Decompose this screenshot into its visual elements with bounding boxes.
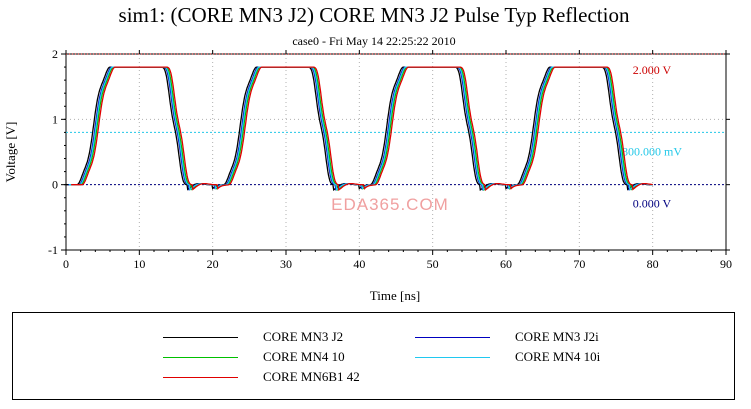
legend-label: CORE MN4 10 (263, 349, 345, 364)
legend-label: CORE MN3 J2i (515, 329, 599, 344)
grid-layer (66, 54, 726, 250)
x-tick-label: 90 (720, 257, 732, 271)
watermark: EDA365.COM (331, 195, 449, 214)
legend-line (163, 337, 238, 338)
reference-label: 0.000 V (633, 197, 672, 211)
chart-title: sim1: (CORE MN3 J2) CORE MN3 J2 Pulse Ty… (119, 3, 630, 27)
x-tick-label: 10 (133, 257, 145, 271)
x-axis-label: Time [ns] (370, 288, 420, 303)
x-tick-label: 70 (573, 257, 585, 271)
x-tick-label: 0 (63, 257, 69, 271)
legend-line (163, 377, 238, 378)
y-tick-label: 1 (52, 112, 58, 126)
y-tick-label: 2 (52, 47, 58, 61)
x-tick-label: 30 (280, 257, 292, 271)
legend-label: CORE MN4 10i (515, 349, 601, 364)
y-tick-label: 0 (52, 178, 58, 192)
reference-label: 800.000 mV (622, 144, 682, 158)
reflection-chart: sim1: (CORE MN3 J2) CORE MN3 J2 Pulse Ty… (3, 3, 732, 303)
legend-line (415, 357, 490, 358)
legend: CORE MN3 J2 CORE MN4 10 CORE MN6B1 42 CO… (12, 312, 735, 400)
chart-subtitle: case0 - Fri May 14 22:25:22 2010 (292, 34, 455, 48)
series-layer (66, 66, 653, 192)
legend-line (163, 357, 238, 358)
legend-label: CORE MN6B1 42 (263, 369, 360, 384)
y-tick-label: -1 (48, 243, 58, 257)
x-tick-label: 60 (500, 257, 512, 271)
series-line (71, 66, 653, 192)
legend-line (415, 337, 490, 338)
x-tick-label: 50 (427, 257, 439, 271)
axis-ticks: 0 10 20 30 40 50 60 70 80 90 -1 0 1 2 (48, 47, 732, 271)
x-tick-label: 40 (353, 257, 365, 271)
y-axis-label: Voltage [V] (3, 122, 18, 183)
x-tick-label: 20 (207, 257, 219, 271)
x-tick-label: 80 (647, 257, 659, 271)
legend-label: CORE MN3 J2 (263, 329, 344, 344)
reference-label: 2.000 V (633, 63, 672, 77)
